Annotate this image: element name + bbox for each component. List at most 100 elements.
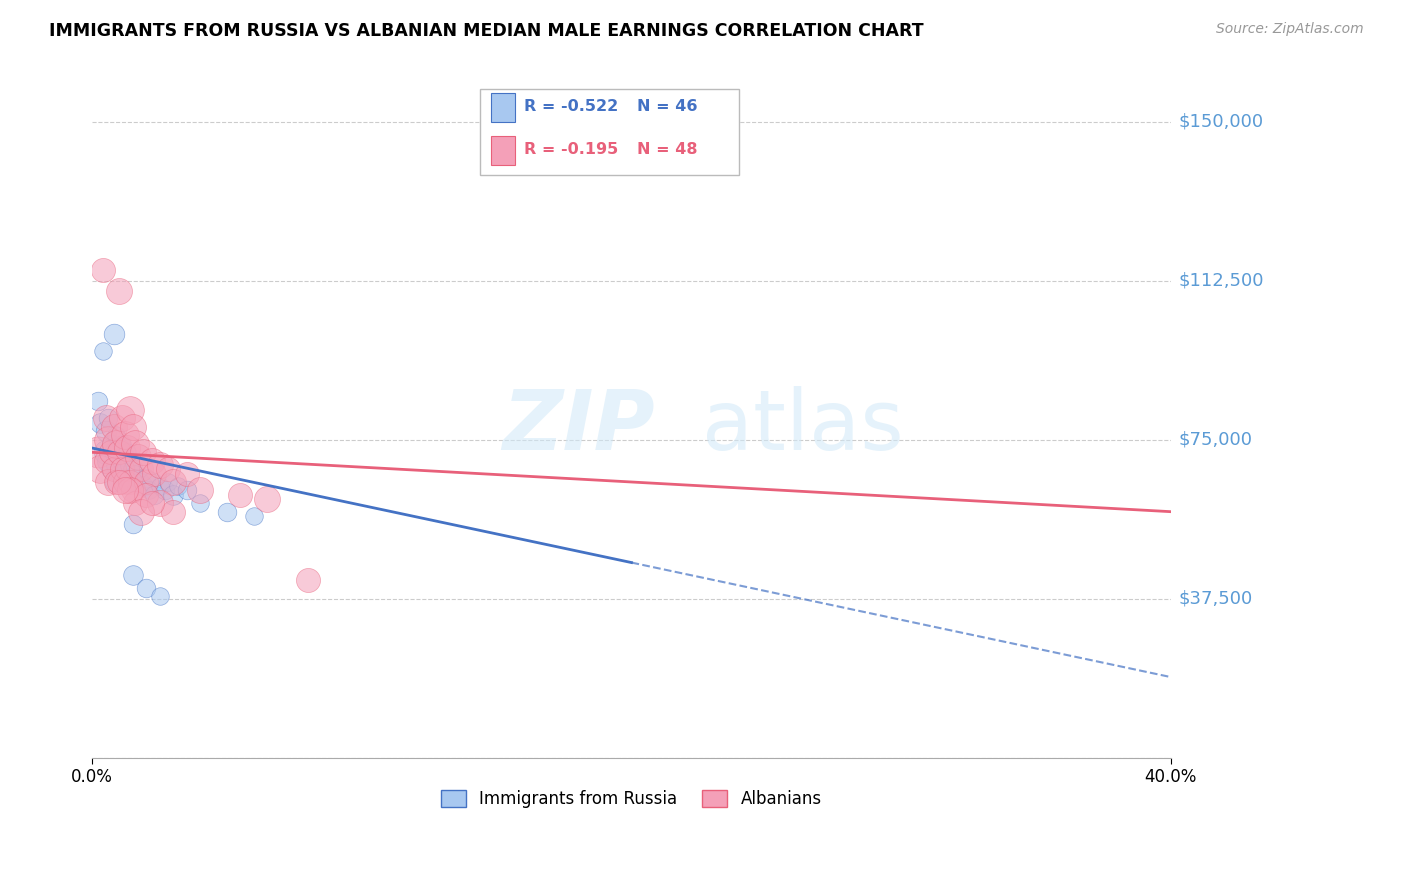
Text: $112,500: $112,500	[1178, 271, 1264, 290]
Point	[143, 467, 166, 481]
Point	[100, 437, 122, 451]
Point	[105, 428, 128, 442]
Point	[94, 454, 117, 468]
Point	[121, 568, 143, 582]
Point	[135, 475, 157, 489]
Point	[162, 505, 184, 519]
Point	[103, 445, 125, 459]
Point	[108, 475, 131, 489]
Point	[114, 475, 136, 489]
Point	[105, 475, 128, 489]
Point	[118, 483, 141, 498]
Point	[121, 517, 143, 532]
Point	[108, 467, 131, 481]
Point	[103, 326, 125, 341]
Point	[100, 445, 122, 459]
Text: R = -0.195: R = -0.195	[523, 143, 617, 157]
Point	[127, 450, 149, 464]
Text: $37,500: $37,500	[1178, 590, 1253, 607]
Point	[118, 475, 141, 489]
Point	[149, 479, 172, 493]
Point	[97, 475, 120, 489]
Point	[103, 420, 125, 434]
Point	[188, 483, 211, 498]
Point	[91, 263, 114, 277]
Point	[118, 458, 141, 472]
Point	[127, 471, 149, 485]
Point	[118, 403, 141, 417]
Point	[167, 479, 190, 493]
Point	[108, 445, 131, 459]
Point	[176, 483, 198, 498]
Point	[162, 475, 184, 489]
Point	[135, 581, 157, 595]
Text: N = 46: N = 46	[637, 99, 697, 114]
Text: R = -0.522: R = -0.522	[523, 99, 617, 114]
Point	[108, 284, 131, 298]
Point	[121, 462, 143, 476]
Point	[141, 454, 163, 468]
Text: atlas: atlas	[702, 386, 903, 467]
Point	[188, 496, 211, 510]
Point	[135, 471, 157, 485]
Point	[121, 420, 143, 434]
Point	[141, 496, 163, 510]
Point	[162, 488, 184, 502]
Point	[97, 411, 120, 425]
Text: $150,000: $150,000	[1178, 112, 1264, 130]
Text: $75,000: $75,000	[1178, 431, 1253, 449]
Point	[153, 483, 176, 498]
Legend: Immigrants from Russia, Albanians: Immigrants from Russia, Albanians	[434, 783, 828, 814]
Point	[89, 462, 111, 476]
Point	[115, 462, 138, 476]
Text: ZIP: ZIP	[502, 386, 655, 467]
Point	[135, 488, 157, 502]
Point	[149, 458, 172, 472]
Point	[297, 573, 319, 587]
Point	[256, 491, 278, 506]
Point	[129, 505, 152, 519]
Bar	[491, 93, 515, 122]
Point	[111, 462, 134, 476]
Text: Source: ZipAtlas.com: Source: ZipAtlas.com	[1216, 22, 1364, 37]
Point	[111, 437, 134, 451]
Point	[108, 441, 131, 455]
Point	[156, 462, 179, 476]
Text: IMMIGRANTS FROM RUSSIA VS ALBANIAN MEDIAN MALE EARNINGS CORRELATION CHART: IMMIGRANTS FROM RUSSIA VS ALBANIAN MEDIA…	[49, 22, 924, 40]
Point	[243, 508, 266, 523]
Text: N = 48: N = 48	[637, 143, 697, 157]
Point	[114, 483, 136, 498]
Point	[115, 445, 138, 459]
Point	[97, 454, 120, 468]
Point	[114, 462, 136, 476]
Point	[94, 424, 117, 438]
Bar	[491, 136, 515, 165]
Point	[143, 488, 166, 502]
Point	[129, 475, 152, 489]
Point	[103, 475, 125, 489]
Point	[149, 590, 172, 604]
Point	[111, 411, 134, 425]
Point	[132, 445, 155, 459]
Point	[94, 411, 117, 425]
Point	[138, 483, 160, 498]
Point	[115, 441, 138, 455]
FancyBboxPatch shape	[481, 89, 740, 176]
Point	[176, 467, 198, 481]
Point	[89, 416, 111, 430]
Point	[91, 343, 114, 358]
Point	[114, 428, 136, 442]
Point	[229, 488, 252, 502]
Point	[105, 437, 128, 451]
Point	[94, 445, 117, 459]
Point	[141, 475, 163, 489]
Point	[149, 496, 172, 510]
Point	[111, 454, 134, 468]
Point	[132, 479, 155, 493]
Point	[124, 467, 146, 481]
Point	[86, 445, 108, 459]
Point	[114, 450, 136, 464]
Point	[118, 475, 141, 489]
Point	[215, 505, 238, 519]
Point	[124, 496, 146, 510]
